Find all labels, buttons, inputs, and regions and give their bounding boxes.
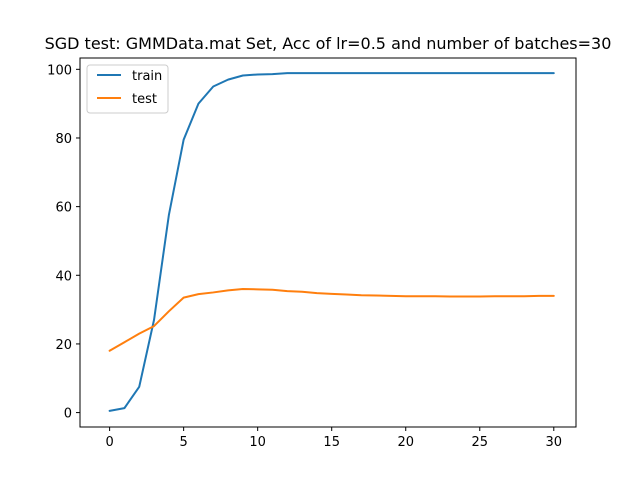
y-tick-label: 80: [55, 132, 72, 147]
legend-label-test: test: [132, 92, 157, 107]
legend-label-train: train: [132, 69, 162, 84]
x-tick-label: 0: [105, 435, 113, 450]
x-tick-label: 30: [546, 435, 563, 450]
x-tick-label: 25: [471, 435, 488, 450]
chart-title: SGD test: GMMData.mat Set, Acc of lr=0.5…: [45, 34, 612, 53]
y-tick-label: 60: [55, 201, 72, 216]
y-tick-label: 20: [55, 338, 72, 353]
x-tick-label: 5: [180, 435, 188, 450]
y-tick-label: 100: [47, 63, 72, 78]
y-tick-label: 40: [55, 269, 72, 284]
x-tick-label: 20: [397, 435, 414, 450]
x-tick-label: 10: [249, 435, 266, 450]
legend: train test: [87, 65, 168, 113]
y-tick-label: 0: [64, 407, 72, 422]
x-tick-label: 15: [323, 435, 340, 450]
